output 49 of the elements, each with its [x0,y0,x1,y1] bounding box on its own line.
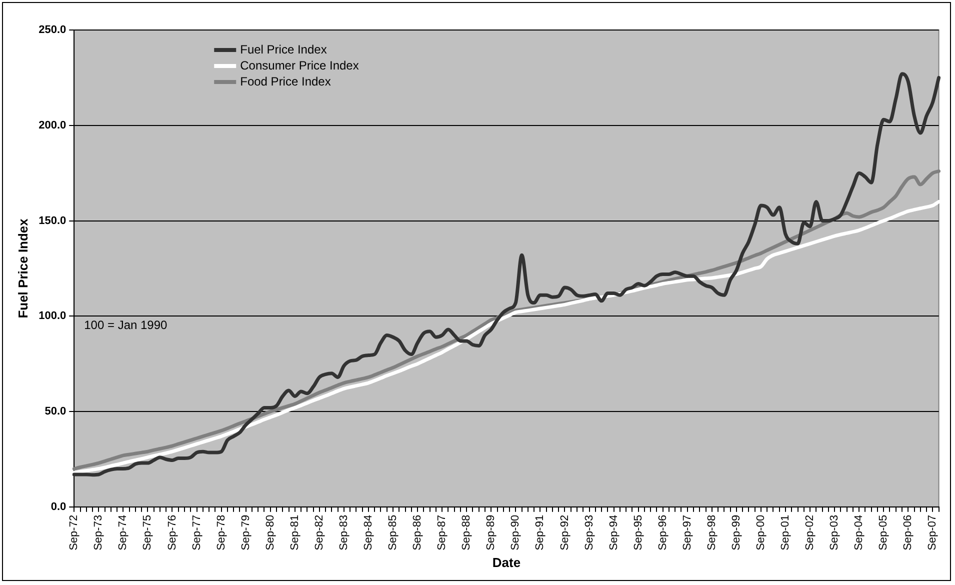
x-tick-label: Sep-73 [92,514,105,550]
x-tick-label: Sep-93 [583,514,596,550]
x-tick-label: Sep-76 [166,514,178,550]
x-tick-label: Sep-81 [288,514,301,550]
x-tick-label: Sep-87 [436,514,448,550]
x-tick-label: Sep-99 [730,514,742,550]
line-series [72,72,941,477]
x-tick-label: Sep-80 [264,514,276,550]
x-tick-label: Sep-92 [558,514,571,550]
x-tick-label: Sep-98 [706,514,718,550]
x-tick-label: Sep-01 [780,514,792,550]
x-tick-label: Sep-95 [632,514,644,550]
x-tick-label: Sep-78 [215,514,228,550]
y-tick-label: 200.0 [38,119,66,132]
x-tick-label: Sep-91 [534,514,546,550]
x-tick-label: Sep-94 [608,514,620,550]
x-tick-label: Sep-85 [387,514,400,550]
x-axis-title: Date [492,554,521,570]
x-tick-label: Sep-74 [117,514,130,550]
x-tick-label: Sep-75 [142,514,154,550]
x-tick-label: Sep-04 [853,514,866,550]
y-axis-title: Fuel Price Index [15,218,30,318]
x-tick-label: Sep-00 [754,514,767,550]
x-tick-label: Sep-77 [190,514,203,550]
x-tick-label: Sep-88 [460,514,473,550]
annotation: 100 = Jan 1990 [84,318,168,332]
y-tick-label: 100.0 [38,310,66,322]
y-tick-label: 50.0 [44,406,66,418]
x-tick-label: Sep-83 [338,514,350,550]
x-tick-label: Sep-96 [656,514,669,550]
x-tick-label: Sep-90 [510,514,522,550]
legend-label: Food Price Index [240,74,331,88]
y-tick-label: 250.0 [38,24,66,36]
legend-label: Fuel Price Index [240,42,327,56]
x-tick-label: Sep-06 [902,514,914,550]
x-tick-label: Sep-03 [828,514,841,550]
x-tick-label: Sep-07 [926,514,939,550]
x-tick-label: Sep-02 [804,514,816,550]
x-tick-label: Sep-86 [412,514,424,550]
y-tick-label: 150.0 [38,214,66,227]
x-tick-label: Sep-97 [681,514,694,550]
x-tick-label: Sep-89 [485,514,498,550]
x-tick-label: Sep-79 [240,514,252,550]
x-tick-label: Sep-05 [878,514,890,550]
x-tick-label: Sep-72 [68,514,80,550]
x-tick-label: Sep-82 [313,514,326,550]
y-tick-label: 0.0 [50,500,66,513]
x-tick-label: Sep-84 [362,514,375,550]
legend-label: Consumer Price Index [240,58,359,72]
